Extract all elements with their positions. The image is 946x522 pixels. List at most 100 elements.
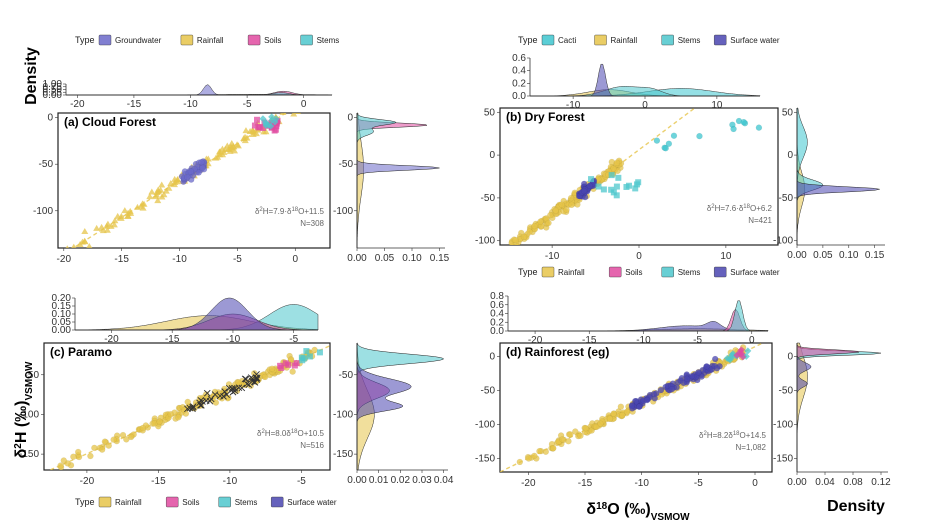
data-point-soils bbox=[272, 126, 279, 133]
data-point-rainfall bbox=[212, 154, 220, 161]
data-point-surface-water bbox=[695, 369, 702, 376]
y-tick-label: 1.00 bbox=[43, 79, 63, 90]
sample-count: N=516 bbox=[300, 441, 324, 450]
x-tick-label: 0.00 bbox=[347, 475, 367, 486]
data-point-rainfall bbox=[71, 243, 77, 248]
scatter-panel-b: 500-50-100-10 0 10(b) Dry Forestδ2H=7.6·δ1… bbox=[475, 107, 779, 262]
y-tick-label: -50 bbox=[339, 159, 354, 170]
data-point-soils bbox=[278, 364, 285, 371]
x-tick-label: -15 bbox=[151, 476, 166, 487]
x-tick-label: -5 bbox=[289, 334, 298, 345]
x-tick-label: 10 bbox=[711, 100, 723, 111]
y-tick-label: 50 bbox=[782, 107, 794, 118]
equation-part: 2 bbox=[703, 431, 707, 437]
legend-label-surface-water: Surface water bbox=[730, 268, 780, 277]
y-tick-label: 0 bbox=[787, 150, 793, 161]
equation-part: 18 bbox=[733, 431, 740, 437]
data-point-stems bbox=[723, 354, 731, 362]
data-point-rainfall bbox=[531, 452, 538, 460]
x-tick-label: -15 bbox=[582, 335, 597, 346]
legend-label-rainfall: Rainfall bbox=[558, 268, 585, 277]
y-tick-label: 0.0 bbox=[490, 326, 504, 337]
data-point-rainfall bbox=[307, 96, 314, 102]
data-point-rainfall bbox=[139, 424, 146, 432]
data-point-rainfall bbox=[70, 453, 77, 460]
x-tick-label: -5 bbox=[694, 478, 703, 489]
data-point-rainfall bbox=[572, 428, 579, 435]
data-point-surface-water bbox=[580, 187, 588, 195]
x-tick-label: 0.15 bbox=[430, 253, 450, 264]
data-point-rainfall bbox=[123, 436, 130, 443]
data-point-rainfall bbox=[565, 438, 572, 445]
side-density-d: 0 -50 -100 -150 0.00 0.04 0.08 0.12 bbox=[773, 342, 891, 488]
y-tick-label: -50 bbox=[481, 193, 496, 204]
data-point-surface-water bbox=[657, 386, 665, 394]
data-point-stems bbox=[588, 176, 595, 183]
data-point-rainfall bbox=[520, 233, 528, 240]
equation-part: H=7.9·δ bbox=[263, 207, 292, 216]
data-point-cacti bbox=[665, 140, 673, 147]
data-point-rainfall bbox=[550, 445, 557, 452]
data-point-groundwater bbox=[198, 158, 205, 166]
regression-equation: δ2H=7.6·δ18O+6.2 bbox=[707, 204, 773, 213]
data-point-rainfall bbox=[506, 246, 512, 252]
equation-part: δ bbox=[257, 429, 262, 438]
y-axis-label-part: δ bbox=[13, 448, 30, 458]
data-point-surface-water bbox=[643, 397, 651, 404]
data-point-groundwater bbox=[184, 174, 191, 181]
y-tick-label: 0 bbox=[787, 352, 793, 363]
data-point-groundwater bbox=[187, 168, 194, 175]
x-tick-label: -5 bbox=[693, 335, 702, 346]
data-point-rainfall bbox=[105, 442, 112, 449]
y-tick-label: -150 bbox=[773, 453, 793, 464]
data-point-rainfall bbox=[525, 455, 532, 462]
x-tick-label: -15 bbox=[165, 334, 180, 345]
y-tick-label: 0.4 bbox=[512, 66, 526, 77]
density-curve-surface-water bbox=[796, 108, 880, 245]
data-point-surface-water bbox=[228, 384, 236, 392]
data-point-rainfall bbox=[156, 418, 163, 425]
y-tick-label: 0.25 bbox=[43, 87, 63, 98]
data-point-rainfall bbox=[119, 431, 127, 439]
legend-title: Type bbox=[518, 267, 538, 277]
legend-swatch-surface-water bbox=[714, 266, 727, 278]
data-point-rainfall bbox=[597, 420, 604, 427]
y-tick-label: -100 bbox=[33, 206, 53, 217]
data-point-rainfall bbox=[619, 412, 626, 419]
x-tick-label: -10 bbox=[566, 100, 581, 111]
y-tick-label: 0 bbox=[489, 150, 495, 161]
data-point-surface-water bbox=[252, 374, 260, 382]
legend-swatch-groundwater bbox=[98, 34, 112, 46]
data-point-stems bbox=[613, 192, 620, 199]
scatter-points bbox=[500, 343, 765, 472]
legend-title: Type bbox=[75, 497, 95, 507]
data-point-rainfall bbox=[184, 398, 191, 406]
data-point-rainfall bbox=[229, 142, 237, 149]
panel-title: (b) Dry Forest bbox=[506, 110, 585, 124]
legend-d: Type Rainfall Soils Stems Surface water bbox=[518, 266, 780, 278]
x-tick-label: 0.00 bbox=[787, 477, 807, 488]
data-point-surface-water bbox=[207, 395, 215, 403]
legend-swatch-cacti bbox=[541, 34, 555, 46]
data-point-rainfall bbox=[153, 189, 161, 196]
y-tick-label: 0.6 bbox=[490, 300, 504, 311]
y-tick-label: 0.00 bbox=[43, 90, 63, 101]
data-point-surface-water bbox=[668, 386, 676, 393]
legend-label-surface-water: Surface water bbox=[730, 36, 780, 45]
data-point-rainfall bbox=[577, 432, 584, 439]
data-point-rainfall bbox=[279, 113, 287, 115]
y-tick-label: -100 bbox=[475, 419, 495, 430]
y-axis-label-part: H (‰) bbox=[13, 400, 30, 443]
data-point-rainfall bbox=[181, 406, 188, 414]
data-point-surface-water bbox=[223, 391, 231, 399]
x-tick-label: -20 bbox=[70, 99, 85, 110]
x-tick-label: 0 bbox=[292, 254, 298, 265]
data-point-surface-water bbox=[680, 379, 687, 387]
density-curve-soils bbox=[508, 308, 768, 332]
data-point-stems bbox=[267, 122, 275, 130]
legend-label-soils: Soils bbox=[182, 498, 199, 507]
legend-swatch-rainfall bbox=[541, 266, 555, 278]
y-tick-label: 0 bbox=[489, 352, 495, 363]
y-tick-label: 0.4 bbox=[490, 309, 504, 320]
data-point-surface-water bbox=[231, 385, 239, 392]
